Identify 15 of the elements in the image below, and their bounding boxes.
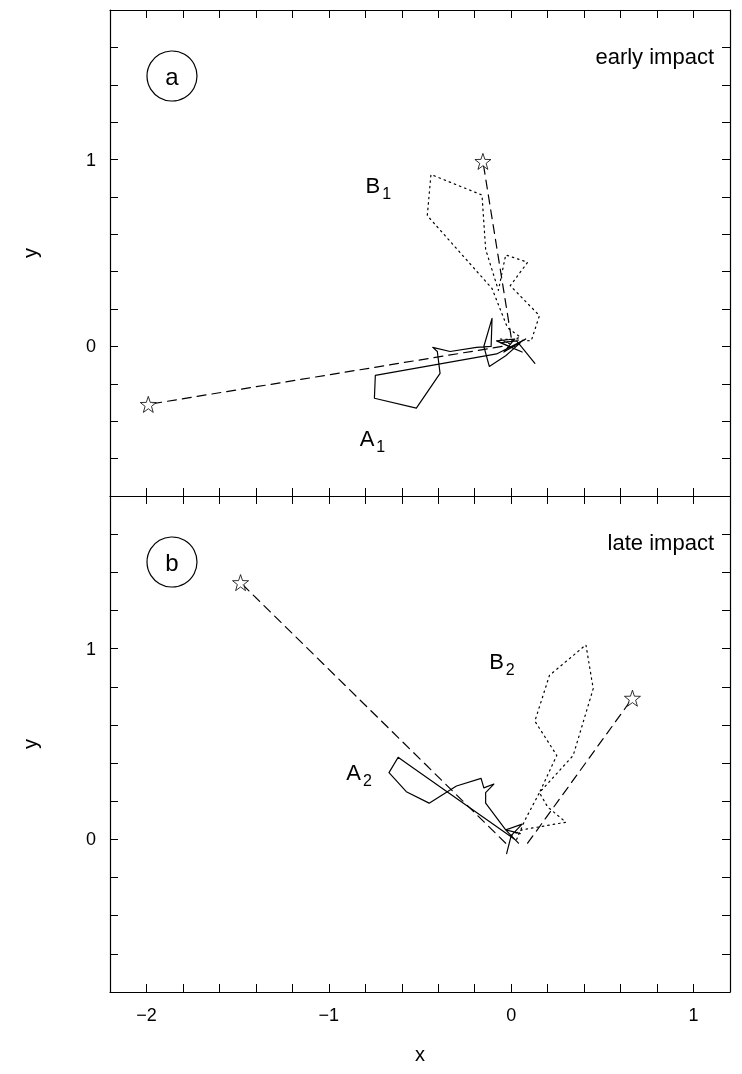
y-tick-label: 0 <box>85 336 96 357</box>
y-axis-title: y <box>19 739 41 749</box>
x-axis-title: x <box>415 1043 425 1065</box>
x-tick-label: −2 <box>136 1005 157 1025</box>
annotation: late impact <box>607 529 715 555</box>
annotation: early impact <box>595 43 714 69</box>
y-tick-label: 1 <box>85 149 96 170</box>
annotation: b <box>165 548 179 576</box>
x-tick-label: 0 <box>506 1005 517 1025</box>
y-tick-label: 1 <box>85 638 96 659</box>
y-tick-label: 0 <box>85 829 96 850</box>
x-tick-label: −1 <box>318 1005 340 1025</box>
x-tick-label: 1 <box>688 1005 699 1025</box>
annotation: a <box>165 62 180 90</box>
y-axis-title: y <box>19 248 41 258</box>
